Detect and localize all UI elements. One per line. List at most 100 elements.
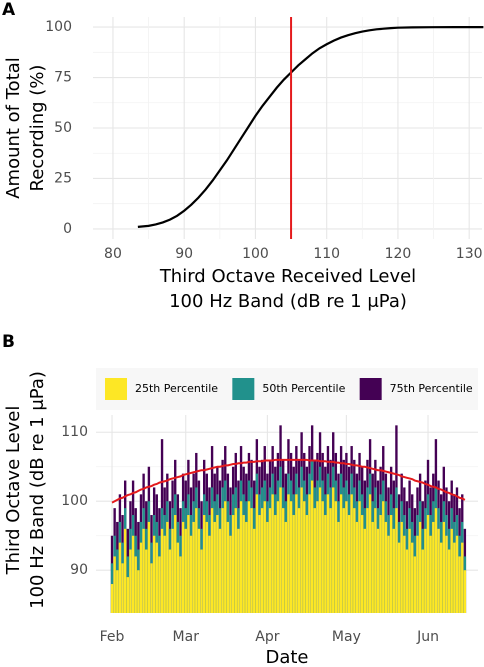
bar [176,542,180,613]
bar [242,515,245,613]
bar [155,542,158,613]
bar [208,535,211,613]
legend-label: 50th Percentile [262,382,345,395]
bar [437,528,440,613]
x-tick-label: 100 [242,246,269,262]
bar [284,521,288,613]
bar [355,521,359,613]
bar [292,515,295,613]
bar [279,487,282,613]
bar [192,521,195,613]
bar [366,508,369,613]
bar [395,508,398,613]
legend-label: 25th Percentile [135,382,218,395]
bar [347,515,351,613]
bar [334,501,338,613]
bar [276,501,280,613]
bar [371,521,374,613]
bar [271,494,274,613]
bar [116,570,119,613]
y-axis-title: Third Octave Level [3,406,24,576]
bar [168,549,172,613]
bar [455,535,459,613]
bar [187,515,190,613]
x-tick-label: 120 [385,246,412,262]
bar [447,549,451,613]
bar [247,501,251,613]
bar [408,528,411,613]
x-tick-label: 80 [104,246,122,262]
bar [171,528,174,613]
bar [392,528,395,613]
y-tick-label: 25 [54,170,72,186]
bar [158,556,161,613]
bar [374,508,377,613]
bar [321,501,324,613]
bar [287,494,290,613]
panel-label: A [2,0,16,20]
bar [184,528,187,613]
y-tick-label: 75 [54,70,72,86]
bar [424,528,427,613]
bar [387,535,390,613]
bar [263,501,266,613]
bar [253,528,256,613]
bar [274,515,277,613]
y-axis-title: 100 Hz Band (dB re 1 μPa) [27,371,48,609]
bar [289,501,293,613]
bar [137,570,140,613]
bar [418,521,422,613]
bar [218,528,222,613]
bar [160,528,164,613]
bar [303,501,306,613]
bar [147,521,151,613]
bar [300,487,303,613]
bar [421,549,424,613]
bar [266,521,269,613]
bar [379,515,382,613]
bar [450,528,453,613]
bar [342,508,345,613]
x-axis-title: 100 Hz Band (dB re 1 μPa) [169,291,407,312]
legend-box [96,368,478,410]
legend-key [105,378,127,400]
y-tick-label: 100 [45,19,72,35]
bar [123,528,127,613]
bar [213,521,216,613]
bar [110,584,114,613]
bar [345,501,348,613]
legend-label: 75th Percentile [390,382,473,395]
bar [174,515,177,613]
bar [463,570,467,613]
bar [163,535,166,613]
bar [131,535,135,613]
bar [382,501,385,613]
bar [305,515,309,613]
bar [150,563,153,613]
bar [426,515,430,613]
bar [216,515,219,613]
y-tick-label: 110 [61,424,88,440]
bar [129,549,132,613]
bar [316,501,319,613]
bar [237,528,240,613]
bar [231,515,235,613]
bar [353,508,356,613]
bar [403,535,406,613]
x-tick-label: 110 [313,246,340,262]
x-axis-title: Date [265,647,308,667]
bar [397,542,401,613]
bar [221,508,224,613]
bar [376,528,380,613]
x-tick-label: 90 [175,246,193,262]
bar [189,535,193,613]
bar [434,508,438,613]
bar [368,494,372,613]
bar [461,542,464,613]
x-tick-label: 130 [456,246,483,262]
x-tick-label: Apr [255,629,279,645]
y-axis-title: Amount of Total [3,57,24,199]
bar [442,521,446,613]
bar [205,521,209,613]
